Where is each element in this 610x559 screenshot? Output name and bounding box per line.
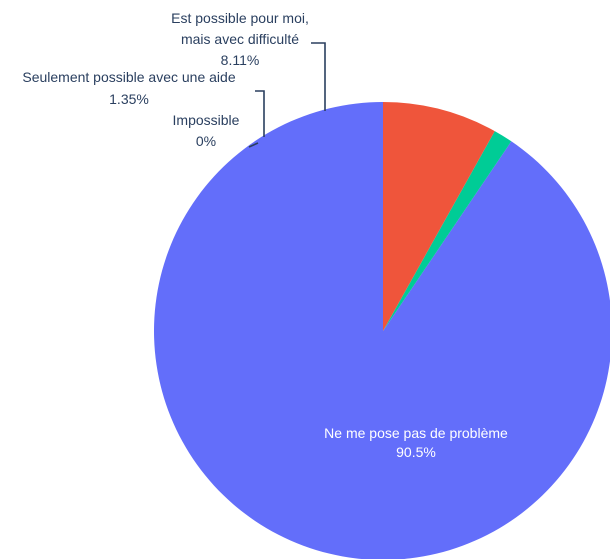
slice-label-seulement-possible-name: Seulement possible avec une aide bbox=[22, 69, 235, 85]
slice-label-ne-me-pose: Ne me pose pas de problème 90.5% bbox=[324, 425, 508, 460]
pie-slice-ne-me-pose-pas-de-probleme bbox=[154, 102, 610, 559]
leader-line-impossible bbox=[248, 142, 259, 148]
slice-label-ne-me-pose-name: Ne me pose pas de problème bbox=[324, 425, 508, 441]
slice-label-impossible: Impossible 0% bbox=[173, 112, 259, 149]
slice-label-est-possible-value: 8.11% bbox=[221, 52, 260, 68]
slice-label-impossible-name: Impossible bbox=[173, 112, 240, 128]
pie-slices bbox=[154, 102, 610, 559]
leader-line-seulement-possible bbox=[255, 90, 265, 137]
slice-label-seulement-possible-value: 1.35% bbox=[109, 91, 149, 107]
leader-line-est-possible bbox=[311, 42, 326, 111]
slice-label-est-possible-name-line2: mais avec difficulté bbox=[181, 31, 299, 47]
slice-label-impossible-value: 0% bbox=[196, 133, 216, 149]
slice-label-ne-me-pose-value: 90.5% bbox=[396, 444, 436, 460]
slice-label-seulement-possible: Seulement possible avec une aide 1.35% bbox=[22, 69, 265, 137]
pie-slice-est-possible-pour-moi-mais-avec-difficulte bbox=[383, 102, 495, 331]
pie-slice-seulement-possible-avec-une-aide bbox=[383, 131, 512, 331]
slice-label-est-possible-name-line1: Est possible pour moi, bbox=[171, 10, 309, 26]
slice-label-est-possible: Est possible pour moi, mais avec difficu… bbox=[171, 10, 326, 111]
